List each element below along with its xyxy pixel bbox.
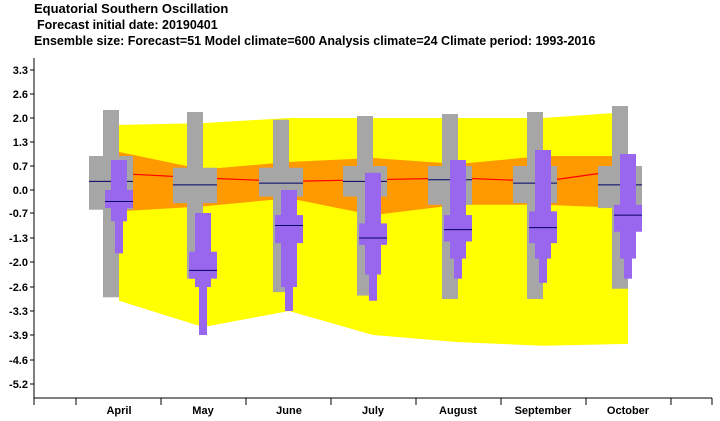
- forecast-box-iqr: [105, 190, 133, 209]
- x-category-label: September: [515, 405, 573, 417]
- x-category-label: August: [439, 405, 477, 417]
- y-tick-label: 0.7: [13, 161, 28, 173]
- y-tick-label: 2.6: [13, 89, 28, 101]
- y-tick-label: -5.2: [9, 379, 28, 391]
- y-tick-label: -4.6: [9, 355, 28, 367]
- chart-title: Equatorial Southern Oscillation: [34, 1, 229, 16]
- chart-header: Equatorial Southern Oscillation Forecast…: [34, 1, 595, 49]
- forecast-box-iqr: [614, 204, 642, 232]
- x-category-label: July: [362, 405, 385, 417]
- y-tick-label: -0.7: [9, 208, 28, 220]
- y-tick-label: -1.3: [9, 233, 28, 245]
- y-tick-label: 2.0: [13, 113, 28, 125]
- y-tick-label: -2.6: [9, 282, 28, 294]
- y-tick-label: 3.3: [13, 65, 28, 77]
- chart-subtitle: Forecast initial date: 20190401: [37, 18, 218, 32]
- y-tick-label: -3.3: [9, 306, 28, 318]
- y-tick-label: -3.9: [9, 330, 28, 342]
- x-category-label: October: [607, 405, 650, 417]
- forecast-box-iqr: [359, 223, 387, 245]
- forecast-box-iqr: [275, 215, 303, 244]
- forecast-box-iqr: [189, 251, 217, 279]
- x-category-label: May: [192, 405, 214, 417]
- forecast-box-p10-p90: [450, 160, 466, 259]
- model-climate-box-iqr: [173, 167, 217, 204]
- y-tick-label: 0.0: [13, 185, 28, 197]
- x-category-label: June: [276, 405, 302, 417]
- chart-info: Ensemble size: Forecast=51 Model climate…: [34, 34, 596, 48]
- forecast-box-iqr: [444, 215, 472, 242]
- y-tick-label: -2.0: [9, 257, 28, 269]
- y-tick-label: 1.3: [13, 137, 28, 149]
- x-category-label: April: [106, 405, 131, 417]
